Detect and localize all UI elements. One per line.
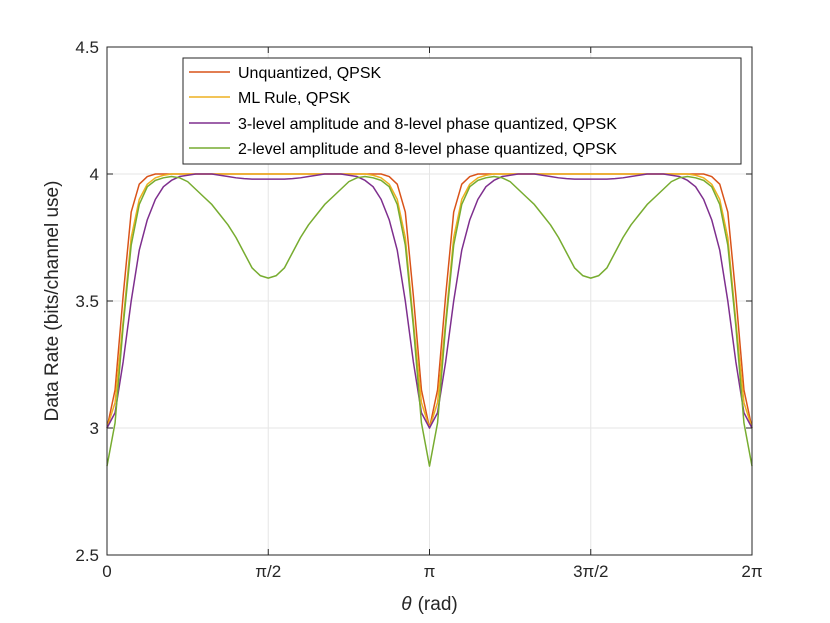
legend-label-3-level: 3-level amplitude and 8-level phase quan…	[238, 116, 617, 133]
y-axis-label: Data Rate (bits/channel use)	[42, 181, 63, 422]
series-3-level-line	[106, 173, 753, 429]
y-tick-label: 3.5	[75, 292, 99, 311]
legend-entry-ml-rule: ML Rule, QPSK	[189, 90, 351, 107]
x-tick-label: π/2	[255, 562, 281, 581]
x-axis-label-symbol: θ	[401, 594, 412, 615]
y-tick-label: 2.5	[75, 546, 99, 565]
legend-entry-unquantized: Unquantized, QPSK	[189, 65, 382, 82]
legend: Unquantized, QPSK ML Rule, QPSK 3-level …	[182, 57, 742, 165]
series-lines	[106, 173, 753, 467]
x-tick-label: 0	[102, 562, 111, 581]
y-tick-label: 3	[90, 419, 99, 438]
legend-entry-2-level: 2-level amplitude and 8-level phase quan…	[189, 141, 617, 158]
legend-box	[182, 57, 742, 165]
ticks: 0 π/2 π 3π/2 2π 2.5 3 3.5 4 4.5	[75, 38, 762, 581]
x-axis-label: θ (rad)	[401, 594, 457, 615]
legend-entry-3-level: 3-level amplitude and 8-level phase quan…	[189, 116, 617, 133]
x-tick-label: π	[424, 562, 436, 581]
y-tick-label: 4.5	[75, 38, 99, 57]
y-tick-label: 4	[90, 165, 99, 184]
x-tick-label: 3π/2	[573, 562, 608, 581]
x-axis-label-unit: (rad)	[418, 594, 458, 615]
legend-label-2-level: 2-level amplitude and 8-level phase quan…	[238, 141, 617, 158]
legend-label-unquantized: Unquantized, QPSK	[238, 65, 382, 82]
x-tick-label: 2π	[741, 562, 762, 581]
series-2-level-line	[106, 175, 753, 467]
legend-label-ml-rule: ML Rule, QPSK	[238, 90, 351, 107]
